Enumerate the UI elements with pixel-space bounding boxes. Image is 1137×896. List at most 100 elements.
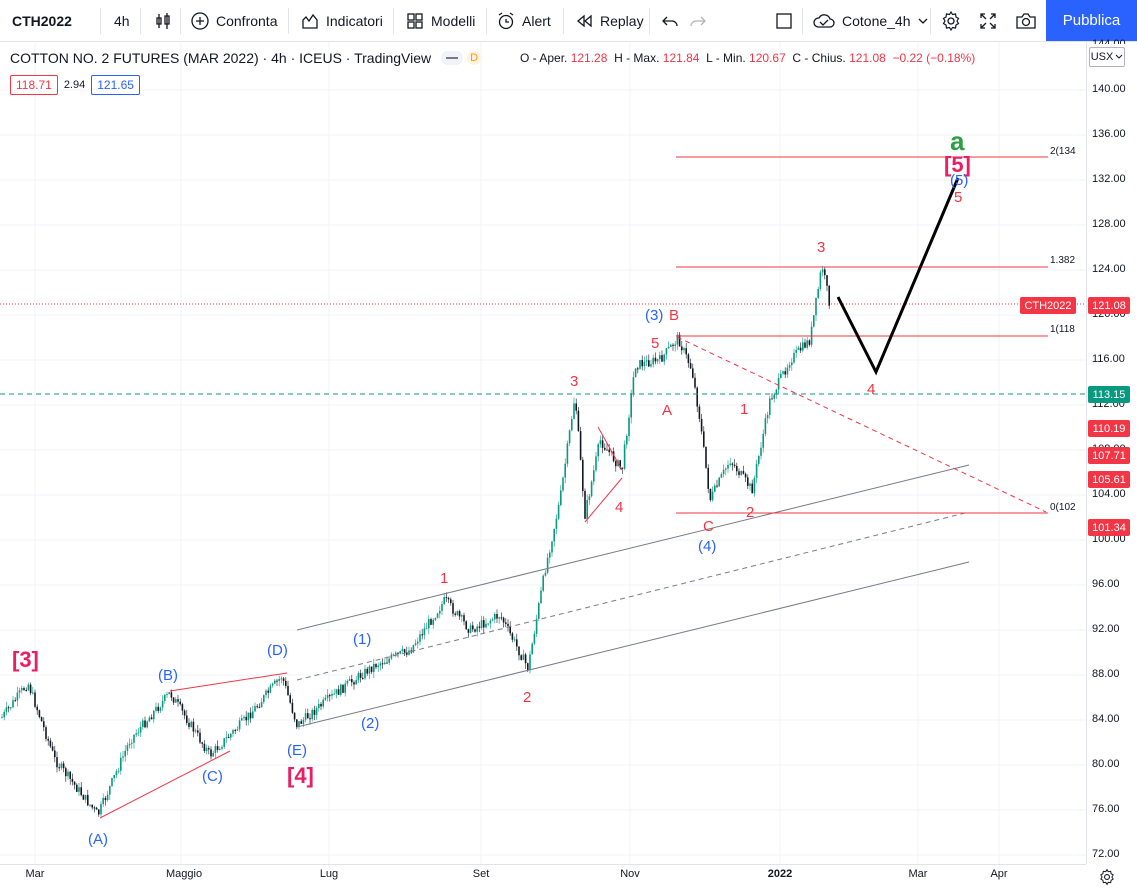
candle-body: [597, 444, 599, 457]
toolbar-divider: [140, 8, 141, 34]
candle-body: [408, 650, 410, 655]
time-axis[interactable]: [0, 864, 1086, 896]
chart-type-button[interactable]: [145, 0, 181, 41]
candle-body: [16, 692, 19, 701]
candle-body: [337, 689, 340, 695]
candle-body: [230, 733, 232, 738]
candle-body: [364, 668, 366, 679]
layout-name-button[interactable]: Cotone_4h: [804, 0, 937, 41]
candle-body: [78, 787, 80, 792]
time-tick: Nov: [620, 868, 640, 880]
channel-lower-line[interactable]: [296, 561, 970, 728]
candle-body: [100, 804, 102, 815]
grid-lines: [0, 42, 1086, 864]
candle-body: [454, 613, 456, 615]
channel-upper-line[interactable]: [296, 464, 970, 631]
candle-body: [137, 732, 140, 734]
alert-button[interactable]: Alert: [488, 0, 559, 41]
price-tag: 107.71: [1088, 447, 1130, 464]
triangle-upper-line[interactable]: [169, 672, 288, 692]
candle-body: [414, 643, 417, 645]
layout-select-button[interactable]: [766, 0, 802, 41]
candle-body: [551, 541, 553, 553]
candle-body: [648, 360, 650, 367]
candle-body: [782, 371, 784, 374]
wave-label-s2: 2: [746, 504, 754, 521]
candle-body: [465, 621, 467, 630]
candle-body: [727, 464, 729, 469]
candle-body: [828, 285, 830, 306]
candle-body: [170, 692, 173, 698]
replay-button[interactable]: Replay: [566, 0, 652, 41]
wave-label-big3: [3]: [12, 647, 39, 672]
candle-body: [93, 807, 96, 809]
settings-button[interactable]: [932, 0, 970, 41]
triangle-lower-line[interactable]: [99, 750, 231, 819]
currency-select[interactable]: USX: [1089, 47, 1125, 67]
redo-button[interactable]: [680, 0, 716, 41]
candle-body: [738, 471, 740, 475]
price-tick: 88.00: [1092, 668, 1120, 680]
legend-title: COTTON NO. 2 FUTURES (MAR 2022) · 4h · I…: [10, 50, 432, 66]
chart-legend[interactable]: COTTON NO. 2 FUTURES (MAR 2022) · 4h · I…: [10, 50, 482, 66]
dashed-trendline[interactable]: [676, 336, 1047, 513]
candle-body: [771, 398, 773, 400]
indicators-button[interactable]: Indicatori: [292, 0, 391, 41]
candle-body: [480, 620, 483, 628]
candle-body: [507, 623, 509, 627]
fib-label-0: 0(102: [1050, 502, 1076, 513]
fullscreen-button[interactable]: [970, 0, 1006, 41]
candle-body: [192, 721, 195, 732]
candle-body: [491, 619, 494, 621]
candle-body: [109, 785, 111, 795]
templates-button[interactable]: Modelli: [397, 0, 483, 41]
candle-body: [685, 348, 687, 355]
wave-label-A: (A): [88, 831, 108, 848]
wave-label-w1: (1): [353, 631, 371, 648]
axis-settings-icon[interactable]: [1098, 868, 1116, 886]
price-axis[interactable]: [1086, 42, 1137, 864]
candle-body: [650, 364, 652, 367]
candle-body: [326, 695, 329, 698]
candle-body: [346, 680, 349, 684]
candle-body: [10, 707, 12, 709]
publish-label: Pubblica: [1062, 12, 1121, 29]
chart-canvas[interactable]: 2(134 1.382 1(118 0(102 [3] [4] [5] a (A…: [0, 42, 1086, 864]
wedge-lower-line[interactable]: [584, 477, 623, 523]
candle-body: [436, 613, 439, 618]
candle-body: [643, 361, 646, 367]
symbol-search-button[interactable]: CTH2022: [4, 0, 80, 41]
candle-body: [82, 795, 85, 800]
projection-path[interactable]: [836, 177, 960, 376]
interval-button[interactable]: 4h: [106, 0, 138, 41]
candle-body: [179, 701, 181, 705]
candle-body: [593, 470, 595, 482]
legend-dot-button[interactable]: [441, 51, 464, 65]
candle-body: [780, 373, 782, 378]
candle-body: [133, 734, 135, 743]
candle-body: [159, 707, 162, 711]
wave-label-a: a: [950, 126, 965, 156]
candle-body: [54, 750, 56, 758]
candle-body: [38, 710, 41, 718]
time-tick: Mar: [25, 868, 45, 880]
candle-body: [186, 715, 188, 723]
candle-body: [586, 500, 588, 519]
candle-body: [201, 742, 203, 744]
channel-mid-line[interactable]: [296, 511, 970, 681]
bid-badge[interactable]: 118.71: [10, 75, 58, 95]
candle-body: [637, 368, 639, 370]
publish-button[interactable]: Pubblica: [1046, 0, 1137, 41]
compare-button[interactable]: Confronta: [182, 0, 285, 41]
bid-ask-row: 118.71 2.94 121.65: [10, 75, 140, 95]
candle-body: [212, 752, 214, 757]
undo-button[interactable]: [652, 0, 688, 41]
candle-body: [711, 491, 714, 501]
candle-body: [692, 368, 694, 378]
wedge-upper-line[interactable]: [597, 426, 623, 471]
candle-body: [747, 477, 749, 486]
snapshot-button[interactable]: [1007, 0, 1045, 41]
ask-badge[interactable]: 121.65: [91, 75, 140, 95]
candle-body: [824, 269, 826, 276]
candle-body: [106, 794, 109, 801]
